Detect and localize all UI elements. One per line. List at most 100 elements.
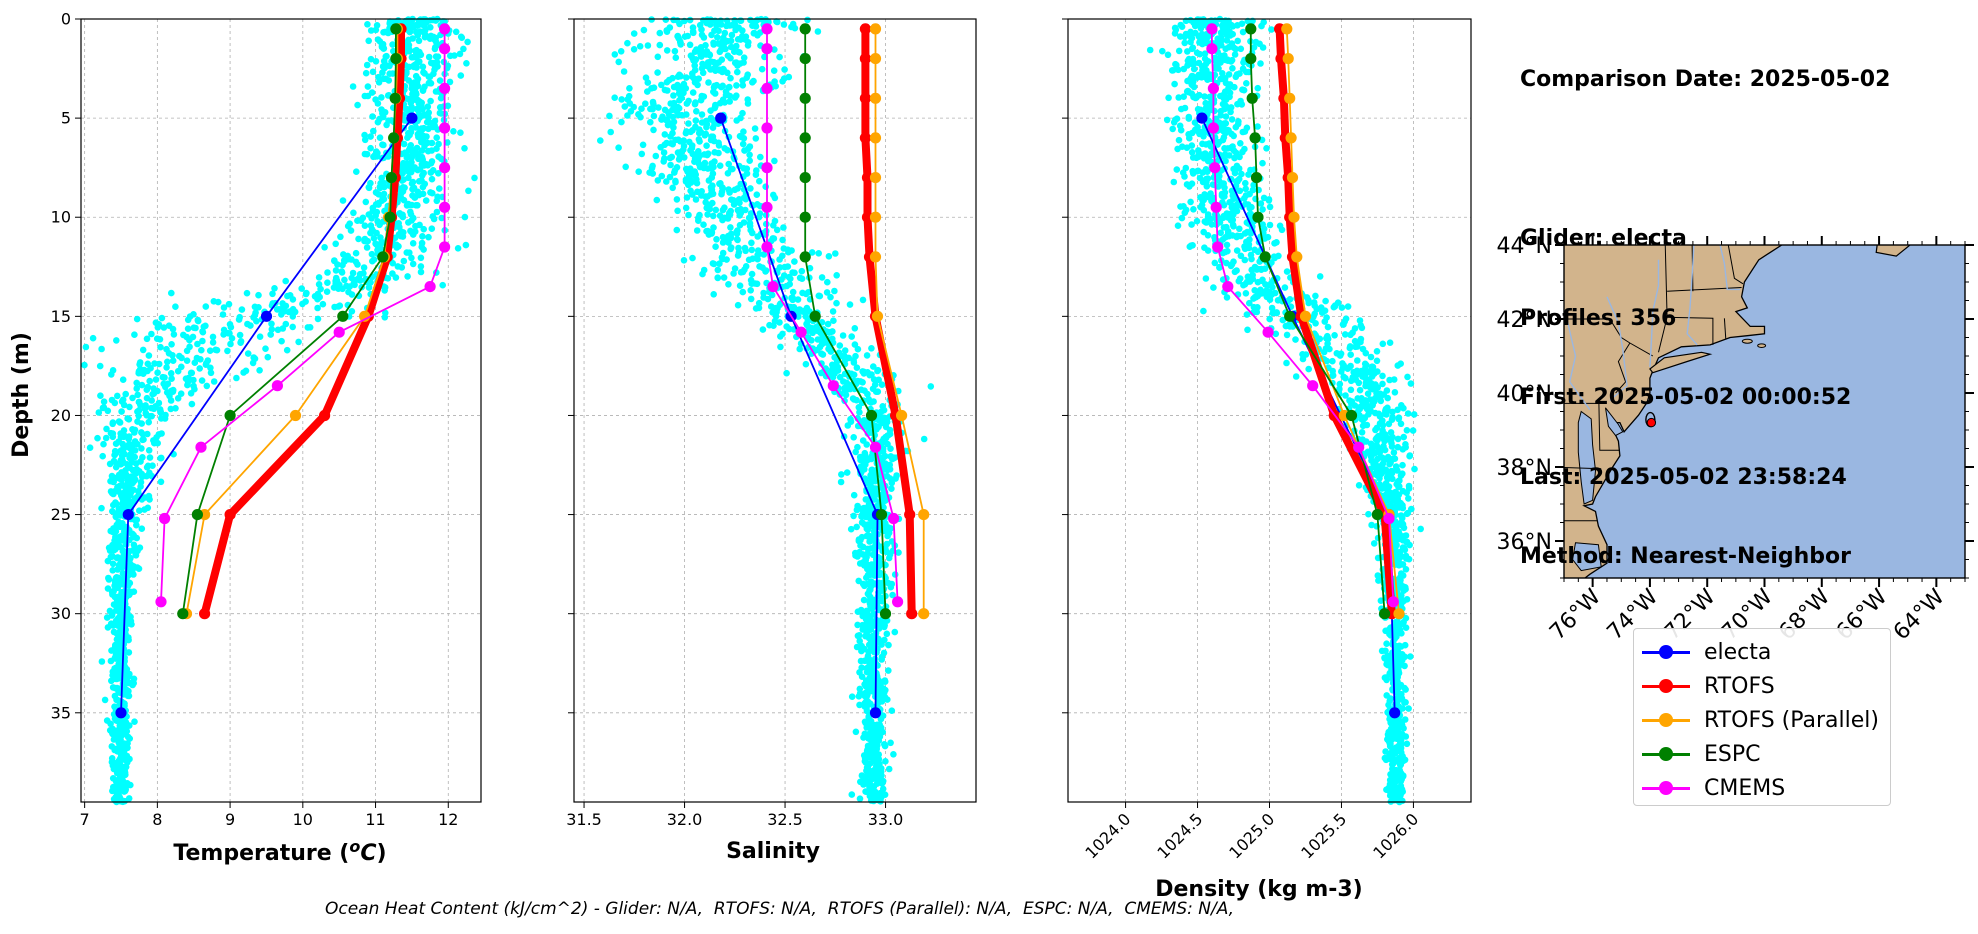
data-point-cmems: [439, 162, 451, 174]
observation-point: [367, 133, 374, 140]
observation-point: [1230, 147, 1238, 154]
observation-point: [130, 541, 138, 549]
observation-point: [748, 246, 756, 254]
observation-point: [1169, 125, 1176, 133]
observation-point: [376, 115, 383, 123]
observation-point: [642, 74, 650, 81]
observation-point: [114, 554, 122, 561]
observation-point: [110, 736, 118, 743]
observation-point: [649, 105, 656, 113]
observation-point: [718, 56, 726, 63]
observation-point: [348, 274, 356, 282]
observation-point: [858, 513, 865, 520]
observation-point: [109, 420, 116, 428]
y-tick-label: 15: [51, 307, 71, 326]
observation-point: [1324, 323, 1332, 331]
observation-point: [414, 202, 421, 209]
observation-point: [732, 26, 739, 34]
observation-point: [1163, 116, 1171, 124]
observation-point: [412, 22, 419, 29]
observation-point: [106, 460, 114, 468]
observation-point: [207, 369, 215, 377]
observation-point: [736, 17, 744, 25]
observation-point: [116, 506, 124, 514]
observation-point: [417, 268, 425, 276]
observation-point: [885, 554, 893, 562]
observation-point: [695, 217, 702, 224]
data-point-espc: [865, 409, 878, 422]
observation-point: [111, 665, 118, 672]
observation-point: [154, 439, 161, 447]
observation-point: [428, 175, 436, 183]
observation-point: [226, 330, 233, 337]
observation-point: [1258, 22, 1265, 30]
observation-point: [1236, 225, 1243, 233]
observation-point: [787, 275, 794, 283]
observation-point: [1388, 469, 1396, 477]
observation-point: [127, 613, 134, 621]
observation-point: [1355, 482, 1363, 489]
observation-point: [1264, 233, 1272, 241]
observation-point: [870, 376, 878, 383]
observation-point: [368, 89, 376, 96]
observation-point: [714, 266, 722, 274]
observation-point: [784, 263, 792, 270]
observation-point: [150, 385, 157, 392]
observation-point: [1351, 325, 1359, 332]
observation-point: [734, 36, 742, 43]
observation-point: [663, 78, 671, 86]
observation-point: [867, 760, 874, 767]
observation-point: [852, 552, 859, 559]
observation-point: [410, 214, 417, 222]
observation-point: [361, 150, 369, 158]
observation-point: [386, 62, 393, 70]
observation-point: [859, 626, 866, 633]
observation-point: [124, 415, 131, 422]
observation-point: [332, 240, 340, 248]
data-point-rtofs: [859, 132, 872, 144]
observation-point: [852, 728, 860, 736]
observation-point: [692, 117, 700, 124]
observation-point: [160, 324, 168, 331]
observation-point: [367, 279, 374, 286]
data-point-rtofs-parallel: [869, 53, 882, 65]
observation-point: [103, 425, 110, 433]
observation-point: [145, 418, 152, 426]
observation-point: [138, 381, 146, 389]
observation-point: [746, 151, 753, 159]
observation-point: [436, 185, 443, 192]
observation-point: [1259, 159, 1266, 167]
observation-point: [267, 331, 275, 338]
observation-point: [447, 52, 454, 60]
observation-point: [724, 37, 731, 45]
observation-point: [693, 46, 700, 53]
observation-point: [345, 255, 352, 263]
observation-point: [877, 792, 884, 799]
observation-point: [403, 154, 411, 161]
observation-point: [278, 311, 285, 318]
observation-point: [770, 67, 778, 74]
observation-point: [630, 46, 638, 53]
observation-point: [733, 236, 741, 243]
observation-point: [770, 191, 777, 199]
data-point-rtofs: [859, 23, 872, 35]
observation-point: [151, 360, 158, 367]
observation-point: [814, 28, 822, 35]
observation-point: [225, 300, 233, 308]
observation-point: [430, 215, 438, 223]
observation-point: [420, 69, 427, 76]
observation-point: [670, 16, 677, 24]
observation-point: [785, 248, 792, 256]
observation-point: [747, 287, 754, 294]
salinity-panel: 31.5 32.0 32.5 33.0: [566, 15, 977, 829]
observation-point: [1383, 692, 1390, 699]
observation-point: [696, 211, 703, 219]
observation-point: [108, 371, 115, 378]
observation-point: [861, 703, 869, 710]
observation-point: [133, 379, 140, 387]
observation-point: [163, 345, 170, 353]
observation-point: [704, 150, 712, 157]
observation-point: [743, 170, 751, 177]
observation-point: [125, 672, 133, 680]
observation-point: [707, 114, 715, 122]
